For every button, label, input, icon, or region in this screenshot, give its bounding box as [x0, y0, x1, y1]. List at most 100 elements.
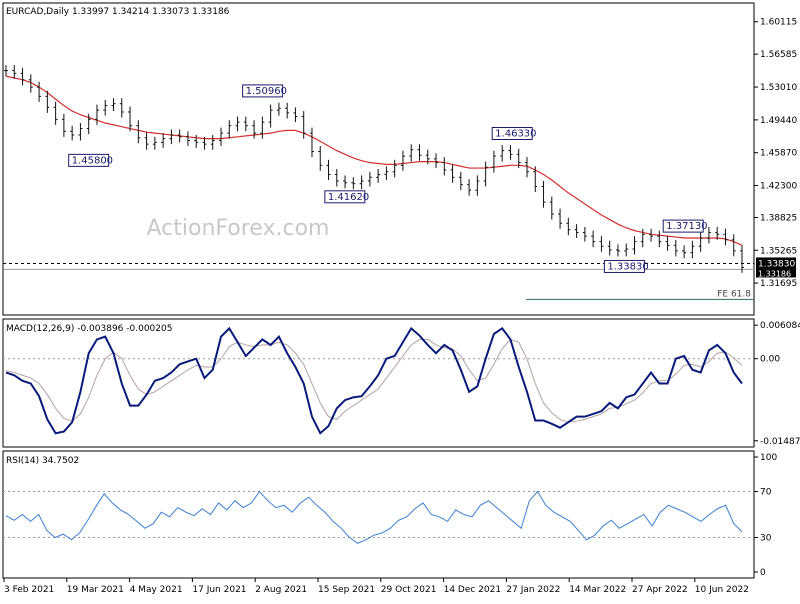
- price-bar: [202, 136, 207, 150]
- price-bar: [541, 180, 546, 208]
- price-y-tick-label: 1.53010: [760, 83, 797, 93]
- level-price-tag-bg: [756, 257, 796, 269]
- price-bar: [591, 230, 596, 248]
- price-bar: [367, 171, 372, 187]
- price-bar: [599, 236, 604, 252]
- price-bar: [103, 100, 108, 116]
- price-bar: [450, 164, 455, 183]
- price-bar: [566, 217, 571, 236]
- price-bar: [690, 240, 695, 259]
- price-bar: [53, 101, 58, 125]
- price-bar: [425, 149, 430, 165]
- x-tick-label: 14 Mar 2022: [569, 585, 626, 595]
- price-annotation-label: 1.46330: [495, 128, 536, 139]
- price-bar: [260, 116, 265, 139]
- price-bar: [144, 132, 149, 150]
- price-bar: [194, 134, 199, 148]
- price-bar: [706, 226, 711, 244]
- price-bar: [243, 116, 248, 132]
- x-tick-label: 4 May 2021: [130, 585, 183, 595]
- price-bar: [442, 157, 447, 176]
- price-annotation-box: [68, 153, 110, 167]
- macd-series-layer: [3, 326, 754, 435]
- rsi-y-axis: 100 70 30 0: [754, 453, 777, 578]
- price-bar: [219, 127, 224, 147]
- price-bar: [293, 107, 298, 123]
- price-annotation-box: [491, 126, 533, 140]
- x-axis: 3 Feb 2021 19 Mar 2021 4 May 2021 17 Jun 20…: [3, 578, 749, 595]
- price-bar: [210, 134, 215, 150]
- price-y-tick-label: 1.38825: [760, 214, 797, 224]
- price-y-tick-label: 1.56585: [760, 50, 797, 60]
- price-bar: [119, 98, 124, 118]
- price-bar: [169, 129, 174, 145]
- price-bar: [359, 175, 364, 190]
- price-bar: [467, 179, 472, 196]
- price-bar: [128, 106, 133, 132]
- price-annotations: 1.45800 1.50960 1.41620 1.46330 1.33830 1.371…: [68, 84, 708, 273]
- price-bar: [574, 224, 579, 238]
- price-panel-title: EURCAD,Daily 1.33997 1.34214 1.33073 1.3…: [6, 7, 230, 17]
- price-bar: [161, 133, 166, 148]
- price-bar: [334, 169, 339, 187]
- macd-panel-frame: [2, 318, 755, 448]
- price-bar: [698, 232, 703, 252]
- price-bar: [417, 144, 422, 161]
- price-bar: [682, 245, 687, 259]
- price-annotation-box: [662, 219, 704, 233]
- macd-y-tick-label: 0.006084: [760, 321, 800, 331]
- current-price-tag: 1.33186: [756, 268, 796, 278]
- price-bar: [185, 131, 190, 147]
- price-y-tick-label: 1.31695: [760, 279, 797, 289]
- level-price-tag-label: 1.33830: [758, 259, 795, 269]
- price-bar: [665, 236, 670, 251]
- price-bar: [28, 74, 33, 93]
- price-annotation-label: 1.41620: [328, 192, 369, 203]
- price-annotation: 1.33830: [603, 259, 649, 273]
- price-bar: [318, 146, 323, 171]
- price-annotation: 1.46330: [491, 126, 537, 140]
- price-y-tick-label: 1.49440: [760, 116, 797, 126]
- rsi-panel: RSI(14) 34.7502 100 70 30 0: [2, 450, 777, 579]
- x-tick-label: 15 Sep 2021: [318, 585, 375, 595]
- price-bar: [61, 113, 66, 137]
- price-y-tick-label: 1.60115: [760, 18, 797, 28]
- macd-line: [5, 326, 743, 435]
- price-bar: [524, 157, 529, 178]
- price-bar: [624, 243, 629, 257]
- price-bar: [615, 244, 620, 257]
- price-annotation-label: 1.45800: [72, 155, 113, 166]
- price-bar: [649, 228, 654, 242]
- price-bar: [731, 234, 736, 257]
- price-bar: [549, 196, 554, 220]
- price-bar: [70, 125, 75, 141]
- price-annotation-box: [603, 259, 645, 273]
- price-bar: [632, 236, 637, 255]
- rsi-y-tick-label: 0: [760, 568, 766, 578]
- price-bar: [475, 175, 480, 196]
- price-bar: [252, 120, 257, 139]
- price-bar: [458, 171, 463, 191]
- price-bar: [45, 90, 50, 113]
- price-bar: [94, 104, 99, 125]
- price-bar: [4, 65, 8, 77]
- price-bar: [723, 228, 728, 246]
- rsi-panel-title: RSI(14) 34.7502: [6, 456, 79, 466]
- macd-y-tick-label: -0.014876: [760, 437, 800, 447]
- price-annotation: 1.50960: [242, 84, 287, 98]
- watermark: ActionForex.com: [147, 216, 330, 241]
- price-bar: [343, 175, 348, 189]
- price-bar: [500, 145, 505, 162]
- price-bar: [285, 102, 290, 119]
- level-price-tag: 1.33830: [756, 257, 796, 269]
- price-panel: EURCAD,Daily 1.33997 1.34214 1.33073 1.3…: [2, 2, 797, 316]
- rsi-y-tick-label: 100: [760, 453, 777, 463]
- price-bar: [301, 111, 306, 139]
- macd-y-tick-label: 0.00: [760, 355, 780, 365]
- macd-panel-title: MACD(12,26,9) -0.003896 -0.000205: [6, 324, 172, 334]
- price-bar: [516, 148, 521, 169]
- price-y-tick-label: 1.35265: [760, 246, 797, 256]
- price-bar: [582, 226, 587, 242]
